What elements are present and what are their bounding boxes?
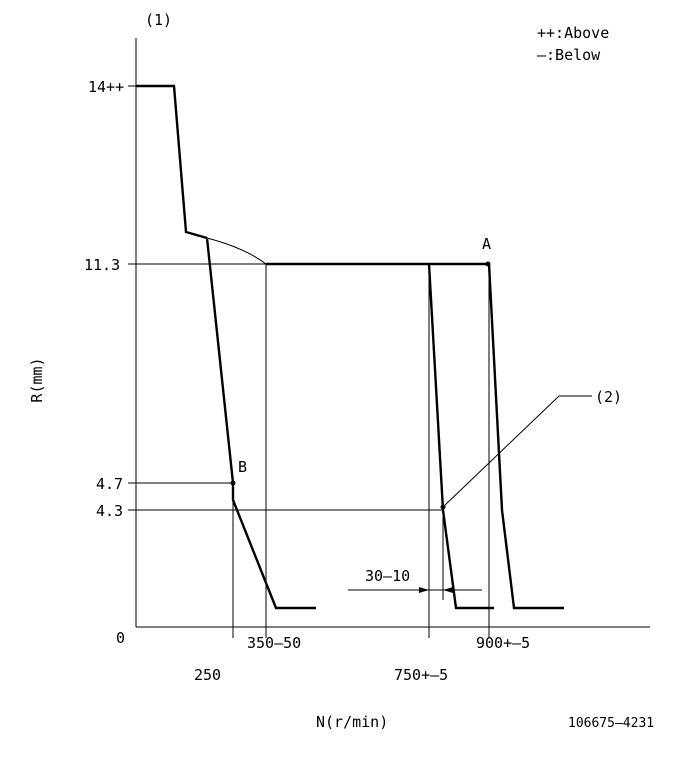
point-a-label: A xyxy=(482,235,491,253)
x-label-750: 750+—5 xyxy=(394,666,448,684)
point-a-dot xyxy=(485,261,491,267)
callout-2-leader xyxy=(442,395,592,508)
x-axis-label: N(r/min) xyxy=(316,713,388,731)
outer-cutoff-curve xyxy=(487,263,564,610)
y-label-4-3: 4.3 xyxy=(96,502,123,520)
point-b-dot xyxy=(230,480,236,486)
inner-cutoff-curve xyxy=(427,263,494,610)
marker-label: (1) xyxy=(145,11,172,29)
delta-arrow-left xyxy=(419,587,429,593)
drawing-code: 106675—4231 xyxy=(568,716,654,731)
callout-2-label: (2) xyxy=(595,388,622,406)
y-label-11-3: 11.3 xyxy=(84,256,120,274)
y-label-4-7: 4.7 xyxy=(96,475,123,493)
x-label-250: 250 xyxy=(194,666,221,684)
delta-arrow-right xyxy=(443,587,453,593)
origin-label: 0 xyxy=(116,629,125,647)
x-label-900: 900+—5 xyxy=(476,634,530,652)
legend-above: ++:Above xyxy=(537,24,609,42)
full-load-curve xyxy=(136,84,208,240)
delta-label: 30—10 xyxy=(365,567,410,585)
y-label-14: 14++ xyxy=(88,78,124,96)
x-label-350: 350—50 xyxy=(247,634,301,652)
droop-curve xyxy=(206,237,267,265)
idle-droop-curve xyxy=(205,237,316,610)
point-b-label: B xyxy=(238,458,247,476)
legend-below: —:Below xyxy=(537,46,601,64)
y-axis-label: R(mm) xyxy=(28,357,46,402)
